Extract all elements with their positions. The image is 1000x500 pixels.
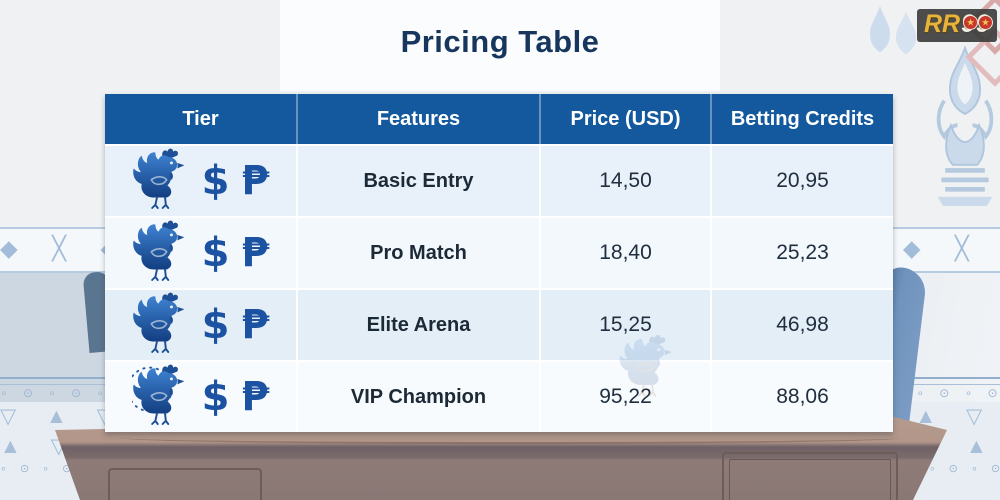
price-cell: 95,22 [539, 362, 710, 432]
feature-cell: Elite Arena [296, 290, 539, 360]
page-title: Pricing Table [400, 24, 600, 59]
rooster-watermark-icon [619, 335, 672, 397]
logo-digit: 9★ [976, 10, 994, 39]
header-cell-tier: Tier [182, 107, 219, 130]
dollar-sign-icon: $ [201, 158, 230, 204]
table-header-row: Tier Features Price (USD) Betting Credit… [105, 94, 893, 144]
table-row: $ ₱ VIP Champion 95,22 88,06 [105, 360, 893, 432]
table-row: $ ₱ Pro Match 18,40 25,23 [105, 216, 893, 288]
logo-text: RR [924, 10, 961, 38]
title-panel: Pricing Table [280, 0, 720, 91]
credits-cell: 25,23 [710, 218, 893, 288]
star-icon: ★ [963, 15, 979, 30]
dollar-sign-icon: $ [201, 374, 230, 420]
header-cell-credits: Betting Credits [710, 94, 893, 144]
rooster-icon-slot [132, 147, 190, 216]
logo-nines: 9★9★ [960, 10, 994, 39]
rooster-icon [132, 220, 185, 281]
rooster-icon-slot [132, 219, 190, 288]
peso-sign-icon: ₱ [241, 230, 270, 276]
table-row: $ ₱ Elite Arena 15,25 46,98 [105, 288, 893, 360]
logo-digit: 9★ [961, 10, 979, 39]
tier-cell: $ ₱ [105, 146, 296, 216]
desk-grain-line [120, 432, 900, 444]
credits-cell: 46,98 [710, 290, 893, 360]
dollar-sign-icon: $ [201, 302, 230, 348]
tier-cell: $ ₱ [105, 290, 296, 360]
pricing-table: Tier Features Price (USD) Betting Credit… [105, 94, 893, 432]
credits-cell: 20,95 [710, 146, 893, 216]
table-body: $ ₱ Basic Entry 14,50 20,95 $ ₱ Pro Matc… [105, 144, 893, 432]
peso-sign-icon: ₱ [241, 158, 270, 204]
thai-ornament-icon [936, 46, 994, 207]
feature-cell: VIP Champion [296, 362, 539, 432]
desk-drawer-panel [722, 452, 898, 500]
rooster-icon-slot [126, 363, 190, 432]
rr99-logo[interactable]: RR 9★9★ [917, 9, 997, 42]
price-cell: 18,40 [539, 218, 710, 288]
rooster-icon-slot [132, 291, 190, 360]
price-cell: 15,25 [539, 290, 710, 360]
tier-cell: $ ₱ [105, 362, 296, 432]
rooster-icon [126, 364, 185, 425]
credits-cell: 88,06 [710, 362, 893, 432]
rooster-icon [132, 148, 185, 209]
table-row: $ ₱ Basic Entry 14,50 20,95 [105, 144, 893, 216]
peso-sign-icon: ₱ [241, 374, 270, 420]
header-cell-price: Price (USD) [539, 94, 710, 144]
tier-cell: $ ₱ [105, 218, 296, 288]
rooster-icon [132, 292, 185, 353]
feature-cell: Basic Entry [296, 146, 539, 216]
desk-drawer-panel [108, 468, 262, 500]
price-cell: 14,50 [539, 146, 710, 216]
peso-sign-icon: ₱ [241, 302, 270, 348]
dollar-sign-icon: $ [201, 230, 230, 276]
feature-cell: Pro Match [296, 218, 539, 288]
star-icon: ★ [978, 15, 994, 30]
header-cell-features: Features [296, 94, 539, 144]
flame-ornament-icon [870, 6, 916, 54]
